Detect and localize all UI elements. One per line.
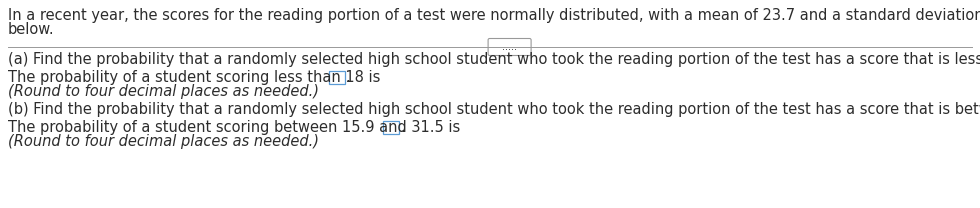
Text: (b) Find the probability that a randomly selected high school student who took t: (b) Find the probability that a randomly… (8, 102, 980, 117)
Text: (a) Find the probability that a randomly selected high school student who took t: (a) Find the probability that a randomly… (8, 52, 980, 67)
Text: (Round to four decimal places as needed.): (Round to four decimal places as needed.… (8, 84, 319, 99)
Text: The probability of a student scoring less than 18 is: The probability of a student scoring les… (8, 70, 385, 85)
Text: .: . (400, 120, 405, 135)
Text: .: . (346, 70, 351, 85)
Text: In a recent year, the scores for the reading portion of a test were normally dis: In a recent year, the scores for the rea… (8, 8, 980, 23)
Text: (Round to four decimal places as needed.): (Round to four decimal places as needed.… (8, 134, 319, 149)
Text: The probability of a student scoring between 15.9 and 31.5 is: The probability of a student scoring bet… (8, 120, 465, 135)
Text: below.: below. (8, 22, 55, 37)
FancyBboxPatch shape (383, 121, 399, 134)
Text: .....: ..... (502, 42, 517, 52)
FancyBboxPatch shape (488, 38, 531, 56)
FancyBboxPatch shape (328, 71, 345, 84)
